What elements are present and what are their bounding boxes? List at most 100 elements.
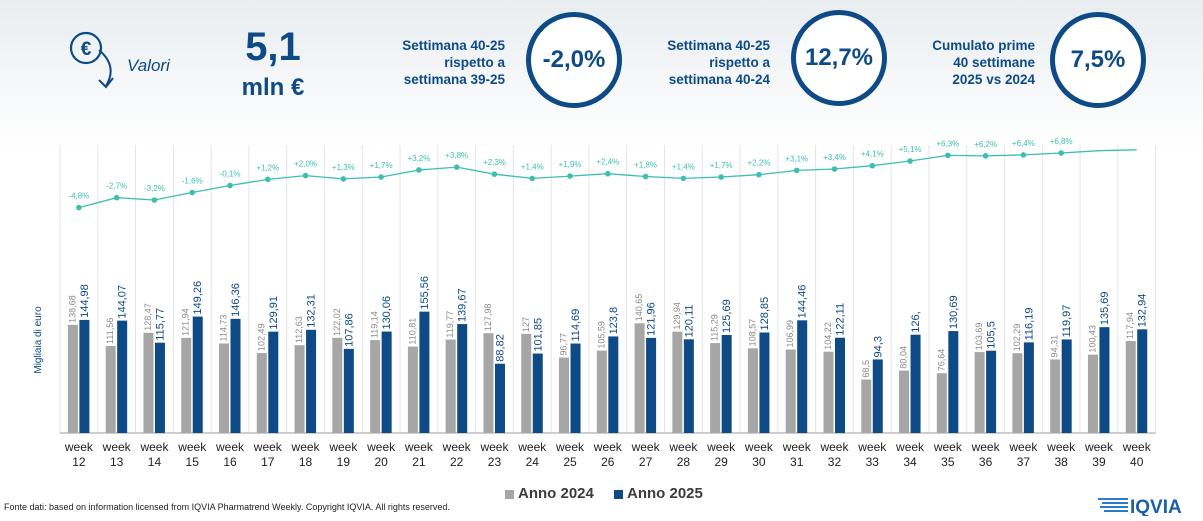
trend-label: +2,0% (294, 160, 317, 169)
bar-2024 (1125, 341, 1136, 433)
bar-2024 (143, 332, 154, 433)
total-unit: mln € (241, 74, 305, 101)
x-tick-label: week (971, 440, 1001, 454)
data-label-2024: 102,29 (1012, 324, 1022, 352)
x-tick-label: week (1008, 440, 1038, 454)
bar-2024 (861, 379, 872, 433)
trend-label: +1,7% (370, 161, 393, 170)
svg-text:IQVIA: IQVIA (1130, 497, 1182, 516)
kpi-2-label: Settimana 40-25 rispetto a settimana 40-… (605, 37, 770, 88)
bar-2024 (181, 337, 192, 433)
data-label-2025: 115,77 (154, 308, 166, 341)
data-label-2025: 123,8 (608, 307, 620, 335)
trend-label: +5,1% (899, 145, 922, 154)
legend-label-2024: Anno 2024 (518, 485, 594, 502)
trend-point (567, 173, 573, 179)
data-label-2025: 126, (910, 311, 922, 332)
x-tick-label: week (819, 440, 849, 454)
data-label-2024: 104,22 (823, 322, 833, 350)
data-label-2024: 115,29 (710, 314, 720, 341)
data-label-2025: 121,96 (646, 302, 658, 336)
data-label-2024: 140,65 (634, 294, 644, 322)
bar-2024 (1050, 359, 1061, 433)
bar-2024 (747, 348, 758, 433)
trend-point (982, 153, 989, 159)
kpi-2-line-1: Settimana 40-25 (667, 38, 770, 53)
legend-item-2025: Anno 2025 (614, 485, 703, 502)
x-tick-number: 12 (72, 455, 86, 469)
trend-label: -0,1% (220, 169, 241, 178)
bar-2025 (1099, 327, 1110, 433)
kpi-1-label: Settimana 40-25 rispetto a settimana 39-… (340, 37, 505, 88)
bar-2025 (268, 331, 279, 433)
x-tick-number: 38 (1054, 455, 1068, 469)
bar-2025 (759, 332, 770, 433)
svg-text:€: € (81, 39, 92, 60)
x-tick-label: week (328, 440, 358, 454)
bar-2024 (634, 323, 645, 433)
x-tick-label: week (102, 440, 132, 454)
x-tick-number: 25 (563, 455, 577, 469)
x-tick-label: week (517, 440, 547, 454)
bar-2024 (445, 339, 456, 433)
bar-2025 (646, 337, 657, 433)
trend-point (151, 197, 158, 203)
legend-swatch-2025 (614, 489, 623, 499)
x-tick-label: week (593, 440, 623, 454)
bar-2025 (721, 334, 732, 433)
bar-2025 (117, 320, 128, 433)
data-label-2024: 129,94 (672, 302, 682, 330)
bar-2024 (332, 337, 343, 433)
trend-label: -1,6% (182, 177, 203, 186)
trend-label: +1,2% (256, 163, 279, 172)
data-label-2024: 102,49 (256, 324, 266, 352)
data-label-2024: 100,43 (1087, 325, 1097, 353)
x-tick-label: week (895, 440, 925, 454)
data-label-2025: 88,82 (494, 334, 506, 362)
x-tick-number: 26 (601, 455, 615, 469)
trend-point (264, 176, 271, 183)
data-label-2025: 128,85 (759, 297, 771, 331)
data-label-2024: 121,94 (181, 308, 191, 336)
bar-2024 (672, 331, 683, 433)
x-tick-label: week (177, 440, 207, 454)
data-label-2025: 94,3 (872, 336, 884, 357)
trend-label: -2,7% (106, 182, 127, 191)
x-tick-number: 35 (941, 455, 955, 469)
bar-2025 (872, 359, 883, 433)
data-label-2024: 138,68 (67, 295, 77, 323)
x-tick-number: 36 (979, 455, 993, 469)
bar-2025 (910, 334, 921, 433)
data-label-2025: 119,97 (1061, 305, 1073, 338)
iqvia-logo: IQVIA (1098, 494, 1198, 518)
x-tick-label: week (366, 440, 396, 454)
legend-item-2024: Anno 2024 (505, 485, 594, 502)
data-label-2025: 139,67 (457, 288, 469, 322)
trend-label: +2,2% (747, 159, 770, 168)
x-tick-number: 20 (374, 455, 388, 469)
data-label-2025: 149,26 (192, 281, 204, 315)
trend-point (642, 173, 649, 180)
x-tick-number: 33 (866, 455, 880, 469)
x-tick-label: week (782, 440, 812, 454)
data-label-2025: 135,69 (1099, 292, 1111, 326)
bar-2024 (785, 349, 796, 433)
bar-2025 (343, 348, 354, 433)
data-label-2025: 130,69 (948, 295, 960, 329)
data-label-2025: 132,94 (1137, 294, 1149, 328)
bar-2025 (79, 319, 90, 433)
trend-point (605, 170, 611, 177)
bar-2024 (407, 346, 418, 433)
data-label-2024: 94,31 (1050, 335, 1060, 358)
trend-label: +6,8% (1050, 137, 1073, 146)
data-label-2024: 122,02 (332, 308, 342, 336)
x-tick-label: week (857, 440, 887, 454)
bar-2025 (230, 318, 241, 433)
bar-2024 (67, 324, 78, 433)
x-tick-number: 37 (1017, 455, 1031, 469)
euro-down-icon: € (66, 28, 114, 92)
trend-label: +6,4% (1012, 139, 1035, 148)
x-tick-number: 27 (639, 455, 653, 469)
data-label-2024: 76,64 (936, 349, 946, 372)
trend-label: +4,1% (861, 150, 884, 159)
